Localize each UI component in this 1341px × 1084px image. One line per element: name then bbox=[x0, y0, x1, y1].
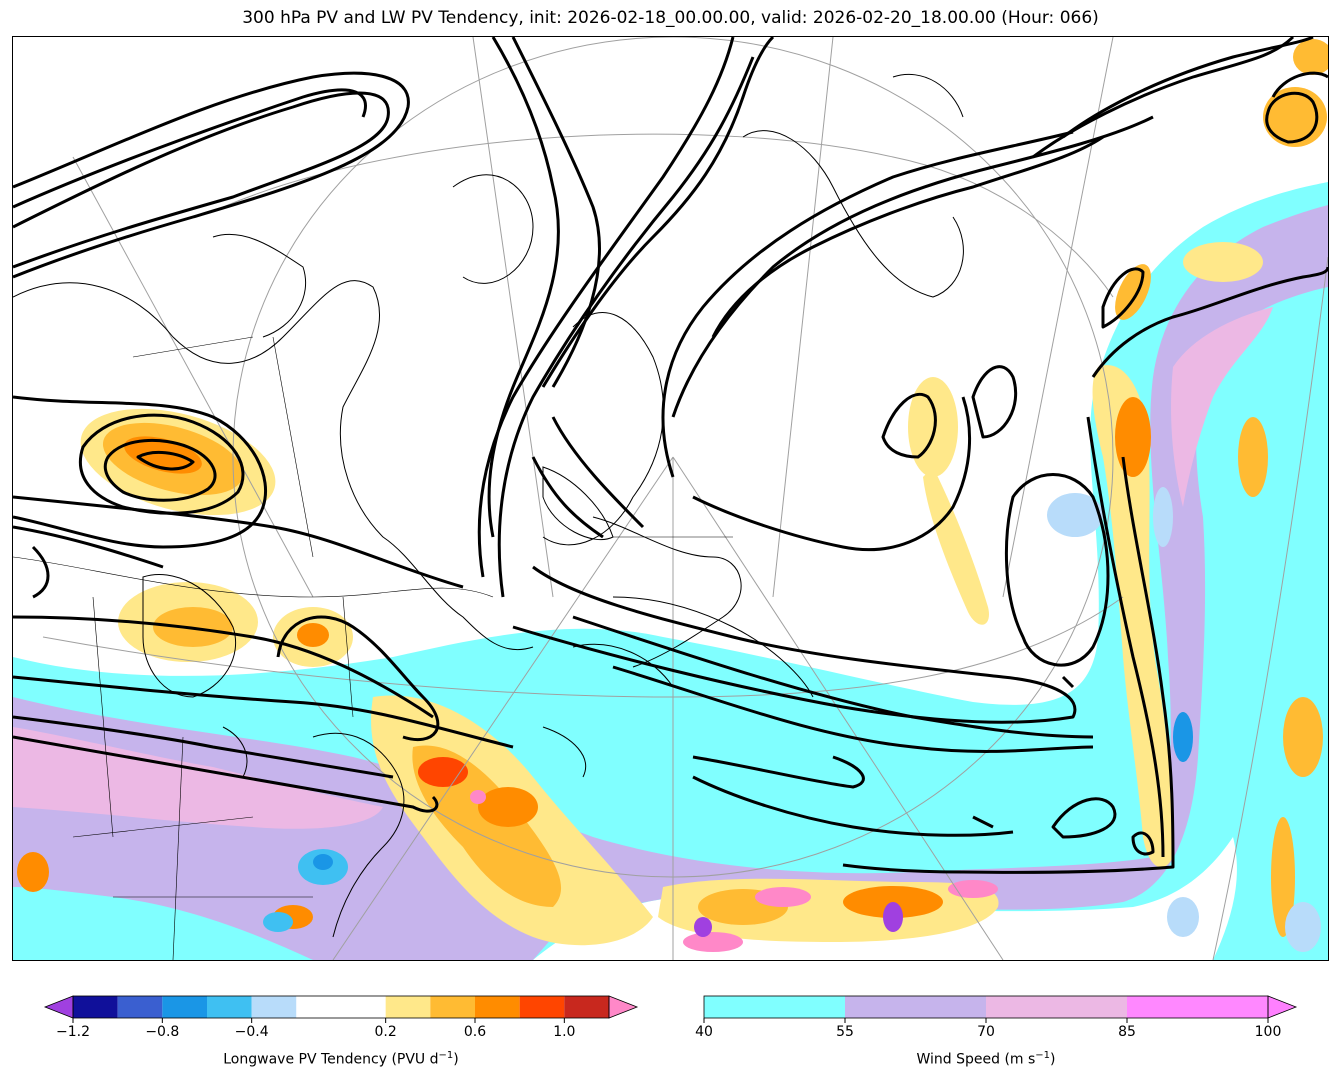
pv-tendency-blob bbox=[470, 790, 486, 804]
pv-tendency-colorbar-tick-label: −0.4 bbox=[234, 1024, 269, 1040]
pv-tendency-blob bbox=[1115, 397, 1151, 477]
pv-tendency-colorbar-swatch bbox=[251, 996, 297, 1018]
coastlines bbox=[13, 73, 964, 938]
pv-tendency-negative-blob bbox=[1153, 487, 1173, 547]
wind-speed-colorbar-label: Wind Speed (m s−1) bbox=[916, 1050, 1055, 1068]
wind-speed-colorbar-label-exp: −1 bbox=[1035, 1050, 1051, 1061]
pv-tendency-colorbar-over-arrow bbox=[608, 995, 639, 1019]
pv-tendency-colorbar-swatch bbox=[430, 996, 475, 1018]
graticule bbox=[42, 37, 1328, 960]
wind-speed-colorbar-swatch bbox=[845, 996, 986, 1018]
pv-tendency-colorbar bbox=[43, 995, 639, 1023]
pv-tendency-blob bbox=[478, 787, 538, 827]
pv-tendency-colorbar-swatch bbox=[162, 996, 207, 1018]
wind-speed-colorbar-tick-label: 70 bbox=[977, 1024, 995, 1040]
wind-speed-colorbar-swatches bbox=[703, 995, 1298, 1023]
pv-tendency-colorbar-outline bbox=[72, 995, 610, 1019]
pv-tendency-negative-blob bbox=[263, 912, 293, 932]
plot-title: 300 hPa PV and LW PV Tendency, init: 202… bbox=[242, 8, 1099, 28]
pv-tendency-colorbar-label-close: ) bbox=[453, 1051, 459, 1068]
pv-tendency-negative-blob bbox=[1047, 493, 1103, 537]
pv-tendency-colorbar-swatch bbox=[385, 996, 431, 1018]
pv-tendency-colorbar-swatch bbox=[207, 996, 252, 1018]
pv-tendency-negative-blob bbox=[694, 917, 712, 937]
pv-tendency-colorbar-swatch bbox=[564, 996, 609, 1018]
wind-speed-colorbar-swatch bbox=[1127, 996, 1268, 1018]
pv-tendency-colorbar-label-exp: −1 bbox=[438, 1050, 454, 1061]
pv-tendency-colorbar-tick-label: 1.0 bbox=[553, 1024, 576, 1040]
pv-tendency-blob bbox=[683, 932, 743, 952]
pv-tendency-colorbar-swatch bbox=[475, 996, 520, 1018]
pv-tendency-negative-blob bbox=[1285, 902, 1321, 952]
map-canvas bbox=[13, 37, 1328, 960]
pv-tendency-colorbar-label-text: Longwave PV Tendency (PVU d bbox=[223, 1051, 439, 1068]
pv-tendency-negative-blob bbox=[313, 854, 333, 870]
wind-speed-colorbar-label-text: Wind Speed (m s bbox=[916, 1051, 1036, 1068]
pv-tendency-blob bbox=[1183, 242, 1263, 282]
pv-tendency-colorbar-tick-label: 0.6 bbox=[463, 1024, 487, 1040]
wind-speed-colorbar-tick-label: 55 bbox=[836, 1024, 854, 1040]
pv-tendency-blob bbox=[755, 887, 811, 907]
wind-speed-colorbar-label-close: ) bbox=[1050, 1051, 1056, 1068]
pv-tendency-blob bbox=[923, 467, 989, 625]
pv-tendency-colorbar-tick-label: −0.8 bbox=[145, 1024, 180, 1040]
wind-speed-colorbar-swatch bbox=[986, 996, 1127, 1018]
political-borders bbox=[13, 336, 733, 960]
pv-tendency-colorbar-label: Longwave PV Tendency (PVU d−1) bbox=[223, 1050, 458, 1068]
wind-speed-colorbar-tick-label: 85 bbox=[1118, 1024, 1136, 1040]
pv-tendency-blob bbox=[1283, 697, 1323, 777]
pv-tendency-colorbar-tick-label: 0.2 bbox=[374, 1024, 397, 1040]
wind-speed-colorbar-tick-label: 40 bbox=[695, 1024, 713, 1040]
pv-contours bbox=[13, 37, 1328, 874]
map-panel bbox=[12, 36, 1329, 961]
pv-tendency-colorbar-swatch bbox=[296, 996, 386, 1018]
pv-tendency-colorbar-under-arrow bbox=[43, 995, 74, 1019]
pv-tendency-blob bbox=[1238, 417, 1268, 497]
pv-tendency-blob bbox=[948, 880, 998, 898]
pv-tendency-colorbar-swatch bbox=[519, 996, 565, 1018]
pv-tendency-colorbar-tick-label: −1.2 bbox=[56, 1024, 90, 1040]
pv-tendency-negative-blob bbox=[883, 902, 903, 932]
pv-tendency-blob bbox=[1271, 817, 1295, 937]
wind-speed-colorbar-over-arrow bbox=[1267, 995, 1298, 1019]
pv-tendency-blob bbox=[297, 623, 329, 647]
wind-speed-colorbar-tick-label: 100 bbox=[1254, 1024, 1282, 1040]
pv-tendency-blob bbox=[1293, 39, 1328, 75]
wind-speed-colorbar-swatch bbox=[704, 996, 845, 1018]
wind-speed-colorbar bbox=[703, 995, 1298, 1023]
pv-tendency-blob bbox=[908, 377, 958, 477]
pv-tendency-negative-blob bbox=[1167, 897, 1199, 937]
pv-tendency-colorbar-swatch bbox=[117, 996, 163, 1018]
pv-tendency-blob bbox=[17, 852, 49, 892]
pv-tendency-colorbar-swatches bbox=[43, 995, 639, 1023]
pv-tendency-colorbar-swatch bbox=[73, 996, 118, 1018]
wind-speed-shading-55 bbox=[13, 205, 1328, 960]
pv-tendency-negative-blob bbox=[1173, 712, 1193, 762]
wind-speed-shading-70-b bbox=[1171, 307, 1273, 507]
